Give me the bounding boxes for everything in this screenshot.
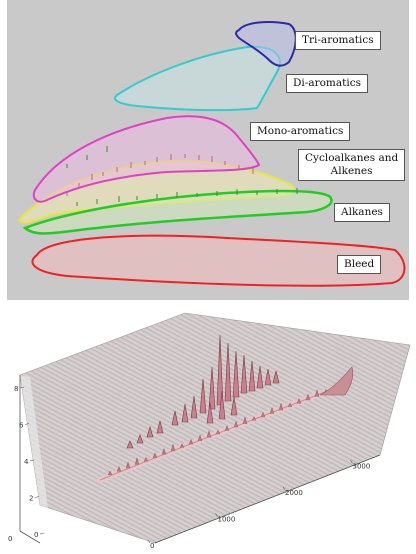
label-di-aromatics: Di-aromatics	[286, 74, 368, 94]
surface-peak	[240, 354, 248, 394]
x-tick-label: 2000	[285, 489, 303, 497]
x-tick-mark	[147, 539, 151, 544]
y-tick-label: 8	[14, 385, 18, 393]
y-axis-line	[19, 530, 41, 544]
y-tick-label: 4	[24, 458, 29, 466]
surface-peak	[126, 440, 134, 449]
ridge-bump	[314, 389, 320, 397]
surface-peak	[146, 425, 154, 438]
x-tick-mark	[282, 486, 286, 491]
x-tick-mark	[215, 513, 218, 517]
ridge-bump	[242, 416, 248, 425]
y-tick-mark	[19, 386, 25, 389]
surface-peak	[156, 420, 164, 434]
surface-peak	[136, 434, 144, 444]
bleed-region	[31, 234, 406, 287]
surface-peak	[206, 402, 214, 424]
surface-peak	[216, 334, 224, 406]
x-axis-line	[154, 454, 381, 544]
y-tick-label: 6	[19, 422, 24, 430]
surface-peak	[230, 396, 238, 416]
x-tick-label: 0	[150, 542, 154, 550]
ridge-bump	[296, 398, 302, 404]
alkane-ridge	[97, 366, 354, 483]
di-aromatics-region	[114, 45, 281, 112]
ridge-bump	[260, 411, 266, 418]
ridge-bump	[269, 407, 275, 414]
ridge-bump	[278, 402, 284, 411]
ridge-bump	[116, 466, 122, 472]
surface-peak	[232, 350, 240, 398]
surface-peak	[199, 378, 207, 414]
region-canvas	[17, 21, 406, 287]
ridge-bump	[170, 443, 176, 452]
x-tick-label: 1000	[218, 515, 236, 523]
ridge-bump	[305, 393, 311, 401]
surface-edge-band	[20, 375, 48, 508]
surface-plot: 0 2 4 6 8 0 0 1000 2000 3000	[0, 305, 416, 550]
y-tick-mark	[24, 423, 30, 425]
x-tick-mark	[350, 460, 353, 464]
surface-peak	[218, 390, 226, 420]
ridge-bump	[215, 429, 221, 435]
ridge-line	[99, 384, 346, 481]
x-tick-label: 3000	[353, 462, 371, 470]
alkanes-region	[22, 189, 333, 235]
tri-aromatics-region	[235, 21, 297, 67]
label-tri-aromatics: Tri-aromatics	[295, 31, 381, 51]
ridge-bump	[206, 429, 212, 438]
label-alkanes: Alkanes	[334, 203, 390, 223]
classification-plot: Tri-aromatics Di-aromatics Mono-aromatic…	[7, 0, 409, 300]
surface-peak	[272, 370, 280, 384]
peak-markers	[66, 146, 298, 206]
y-tick-mark	[39, 532, 45, 535]
label-cycloalkanes-alkenes: Cycloalkanes and Alkenes	[298, 149, 406, 182]
surface-peak	[224, 342, 232, 402]
surface-peak	[171, 410, 179, 426]
ridge-bump	[107, 470, 113, 476]
ridge-bump	[251, 416, 257, 421]
y-tick-mark	[34, 496, 40, 498]
surface-canvas: 0 2 4 6 8 0 0 1000 2000 3000	[8, 312, 411, 550]
surface-peak	[208, 366, 216, 410]
surface-peak	[181, 403, 189, 423]
surface-peaks	[126, 334, 280, 449]
surface-peak	[248, 360, 256, 392]
ridge-bump	[188, 438, 194, 445]
ridge-bump	[224, 425, 230, 431]
y-tick-mark	[29, 459, 35, 462]
y-tick-label: 0	[34, 531, 38, 539]
mono-aromatics-region	[32, 115, 261, 203]
ridge-bump	[134, 457, 140, 465]
surface-peak	[190, 395, 198, 419]
surface-floor	[19, 312, 411, 544]
z-tick-label: 0	[8, 535, 12, 543]
label-bleed: Bleed	[337, 255, 382, 275]
ridge-bump	[179, 443, 185, 448]
surface-peak	[256, 365, 264, 389]
y-tick-label: 2	[29, 495, 33, 503]
ridge-bump	[125, 461, 131, 469]
ridge-bump	[233, 420, 239, 428]
end-hump	[319, 366, 354, 396]
ridge-bump	[161, 447, 167, 455]
ridge-bump	[152, 452, 158, 459]
ridge-bump	[143, 456, 149, 462]
ridge-bump	[197, 434, 203, 442]
axis-ticks: 0 2 4 6 8 0 0 1000 2000 3000	[8, 385, 370, 550]
ridge-bump	[287, 402, 293, 408]
surface-peak	[264, 368, 272, 386]
label-mono-aromatics: Mono-aromatics	[250, 122, 351, 142]
